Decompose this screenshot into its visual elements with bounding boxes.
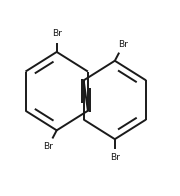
Text: Br: Br bbox=[52, 29, 62, 38]
Text: Br: Br bbox=[110, 153, 120, 162]
Text: Br: Br bbox=[43, 142, 53, 151]
Text: Br: Br bbox=[118, 40, 128, 49]
